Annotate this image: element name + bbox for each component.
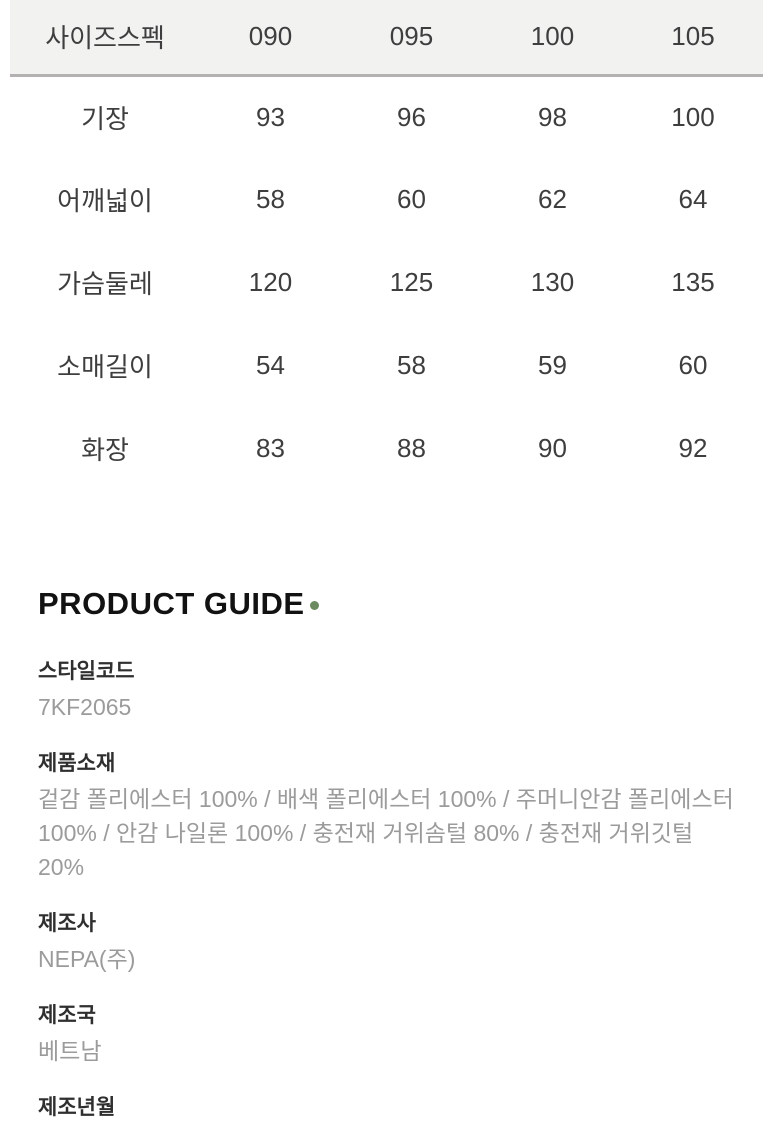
size-value-cell: 64 — [623, 158, 763, 241]
table-row-hwajang: 화장 83 88 90 92 — [10, 407, 763, 490]
size-value-cell: 125 — [341, 241, 482, 324]
field-value: 7KF2065 — [38, 694, 132, 720]
product-guide-section: PRODUCT GUIDE 스타일코드 7KF2065 제품소재 겉감 폴리에스… — [38, 586, 736, 1131]
table-row-sleeve: 소매길이 54 58 59 60 — [10, 324, 763, 407]
row-label: 가슴둘레 — [10, 241, 200, 324]
size-table-header-095: 095 — [341, 0, 482, 77]
field-value: 겉감 폴리에스터 100% / 배색 폴리에스터 100% / 주머니안감 폴리… — [38, 786, 734, 880]
size-value-cell: 93 — [200, 75, 341, 158]
size-value-cell: 59 — [482, 324, 623, 407]
table-row-shoulder: 어깨넓이 58 60 62 64 — [10, 158, 763, 241]
accent-dot-icon — [309, 601, 319, 610]
size-value-cell: 98 — [482, 75, 623, 158]
size-value-cell: 88 — [341, 407, 482, 490]
product-guide-title: PRODUCT GUIDE — [38, 586, 736, 622]
field-label: 제조사 — [38, 912, 96, 935]
field-value: NEPA(주) — [38, 946, 136, 972]
field-label: 제조국 — [38, 1004, 96, 1027]
field-manufacture-date: 제조년월 2024.08 — [38, 1096, 736, 1131]
field-value: 베트남 — [38, 1038, 102, 1064]
size-value-cell: 120 — [200, 241, 341, 324]
size-value-cell: 83 — [200, 407, 341, 490]
size-value-cell: 62 — [482, 158, 623, 241]
size-value-cell: 58 — [341, 324, 482, 407]
field-label: 제품소재 — [38, 752, 116, 775]
row-label: 화장 — [10, 407, 200, 490]
size-table-header-row: 사이즈스펙 090 095 100 105 — [10, 0, 763, 77]
size-value-cell: 54 — [200, 324, 341, 407]
field-style-code: 스타일코드 7KF2065 — [38, 660, 736, 724]
field-manufacturer: 제조사 NEPA(주) — [38, 912, 736, 976]
size-value-cell: 96 — [341, 75, 482, 158]
size-value-cell: 135 — [623, 241, 763, 324]
row-label: 어깨넓이 — [10, 158, 200, 241]
table-row-chest: 가슴둘레 120 125 130 135 — [10, 241, 763, 324]
field-label: 스타일코드 — [38, 660, 135, 683]
field-value: 2024.08 — [38, 1126, 736, 1131]
table-row-length: 기장 93 96 98 100 — [10, 75, 763, 158]
size-table-header-090: 090 — [200, 0, 341, 77]
size-value-cell: 100 — [623, 75, 763, 158]
row-label: 소매길이 — [10, 324, 200, 407]
size-value-cell: 60 — [341, 158, 482, 241]
size-value-cell: 90 — [482, 407, 623, 490]
size-table-header-105: 105 — [623, 0, 763, 77]
size-value-cell: 92 — [623, 407, 763, 490]
field-material: 제품소재 겉감 폴리에스터 100% / 배색 폴리에스터 100% / 주머니… — [38, 752, 736, 884]
size-table-header-label: 사이즈스펙 — [10, 0, 200, 77]
row-label: 기장 — [10, 75, 200, 158]
product-guide-title-text: PRODUCT GUIDE — [38, 586, 305, 621]
field-country: 제조국 베트남 — [38, 1004, 736, 1068]
size-value-cell: 130 — [482, 241, 623, 324]
size-spec-table: 사이즈스펙 090 095 100 105 기장 93 96 98 100 어깨… — [10, 0, 763, 490]
size-value-cell: 58 — [200, 158, 341, 241]
field-label: 제조년월 — [38, 1096, 116, 1119]
size-table-header-100: 100 — [482, 0, 623, 77]
size-value-cell: 60 — [623, 324, 763, 407]
